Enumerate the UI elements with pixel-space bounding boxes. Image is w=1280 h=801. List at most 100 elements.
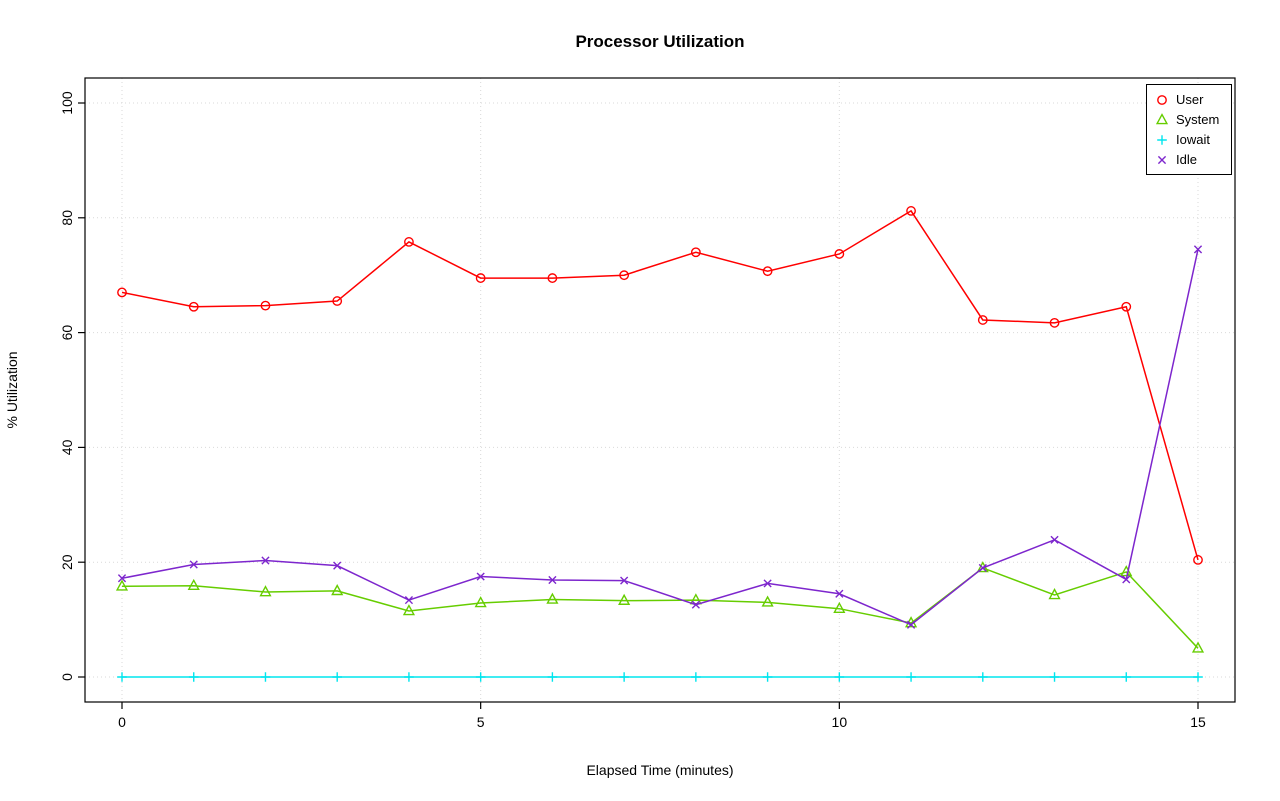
series-user bbox=[117, 206, 1203, 565]
marker-circle-icon bbox=[188, 301, 199, 312]
legend-marker-x-icon bbox=[1157, 155, 1167, 164]
marker-triangle-icon bbox=[402, 604, 416, 616]
marker-x-icon bbox=[548, 575, 557, 585]
marker-plus-icon bbox=[1121, 672, 1132, 682]
x-tick-label: 10 bbox=[832, 714, 848, 730]
marker-plus-icon bbox=[117, 672, 127, 682]
marker-x-icon bbox=[1157, 155, 1167, 164]
marker-circle-icon bbox=[906, 206, 916, 216]
marker-circle-icon bbox=[690, 247, 701, 258]
marker-circle-icon bbox=[475, 273, 486, 283]
marker-triangle-icon bbox=[546, 592, 559, 604]
marker-circle-icon bbox=[332, 296, 343, 306]
marker-x-icon bbox=[763, 579, 772, 588]
marker-x-icon bbox=[1122, 575, 1131, 584]
marker-plus-icon bbox=[475, 672, 486, 682]
marker-triangle-icon bbox=[689, 593, 702, 605]
marker-triangle-icon bbox=[1191, 641, 1205, 653]
series-iowait bbox=[117, 672, 1203, 682]
marker-x-icon bbox=[404, 595, 414, 605]
marker-x-icon bbox=[476, 572, 485, 581]
legend-marker-circle-icon bbox=[1157, 94, 1167, 105]
x-axis-label: Elapsed Time (minutes) bbox=[586, 762, 734, 778]
y-axis-label: % Utilization bbox=[4, 351, 20, 429]
legend-item-user: User bbox=[1154, 90, 1219, 109]
marker-plus-icon bbox=[404, 672, 414, 682]
x-tick-label: 15 bbox=[1190, 714, 1206, 730]
y-tick-label: 20 bbox=[59, 554, 75, 570]
marker-circle-icon bbox=[1193, 555, 1203, 565]
marker-circle-icon bbox=[619, 270, 630, 281]
chart-title: Processor Utilization bbox=[575, 32, 745, 51]
marker-circle-icon bbox=[404, 237, 414, 247]
series-system bbox=[115, 561, 1205, 653]
y-tick-label: 0 bbox=[59, 673, 75, 681]
marker-triangle-icon bbox=[115, 579, 129, 591]
y-tick-label: 100 bbox=[59, 91, 75, 115]
legend-item-iowait: Iowait bbox=[1154, 130, 1219, 149]
marker-triangle-icon bbox=[331, 584, 344, 596]
marker-circle-icon bbox=[117, 287, 127, 298]
marker-circle-icon bbox=[547, 273, 558, 283]
marker-x-icon bbox=[333, 561, 342, 570]
marker-x-icon bbox=[906, 620, 916, 629]
y-tick-label: 60 bbox=[59, 325, 75, 341]
marker-x-icon bbox=[261, 556, 270, 565]
marker-triangle-icon bbox=[1048, 588, 1061, 600]
marker-plus-icon bbox=[834, 672, 845, 682]
y-tick-label: 80 bbox=[59, 210, 75, 226]
legend-item-system: System bbox=[1154, 110, 1219, 129]
marker-x-icon bbox=[620, 576, 629, 585]
plot-border bbox=[84, 77, 1236, 703]
marker-plus-icon bbox=[762, 672, 773, 682]
series-line bbox=[121, 249, 1199, 626]
marker-x-icon bbox=[835, 589, 844, 598]
marker-plus-icon bbox=[547, 672, 558, 682]
marker-x-icon bbox=[978, 563, 987, 573]
legend-label: User bbox=[1176, 92, 1204, 107]
series-line bbox=[121, 567, 1199, 649]
legend-label: Iowait bbox=[1176, 132, 1210, 147]
marker-circle-icon bbox=[1157, 94, 1167, 105]
marker-circle-icon bbox=[260, 300, 271, 311]
marker-triangle-icon bbox=[833, 601, 846, 613]
marker-triangle-icon bbox=[474, 596, 487, 608]
legend-marker-plus-icon bbox=[1157, 134, 1167, 145]
legend-item-idle: Idle bbox=[1154, 150, 1219, 169]
y-tick-label: 40 bbox=[59, 439, 75, 455]
marker-circle-icon bbox=[762, 266, 773, 277]
marker-plus-icon bbox=[1193, 672, 1203, 682]
marker-plus-icon bbox=[1157, 134, 1167, 145]
marker-triangle-icon bbox=[761, 595, 774, 607]
marker-circle-icon bbox=[977, 315, 988, 325]
marker-circle-icon bbox=[1049, 317, 1060, 328]
marker-plus-icon bbox=[619, 672, 629, 682]
x-tick-label: 5 bbox=[477, 714, 485, 730]
marker-plus-icon bbox=[691, 672, 701, 682]
series-idle bbox=[117, 245, 1203, 629]
marker-circle-icon bbox=[834, 249, 845, 259]
marker-x-icon bbox=[1193, 245, 1203, 254]
marker-plus-icon bbox=[906, 672, 916, 682]
marker-plus-icon bbox=[978, 672, 988, 682]
legend-marker-triangle-icon bbox=[1155, 112, 1169, 124]
series-line bbox=[121, 209, 1199, 561]
marker-circle-icon bbox=[1121, 301, 1132, 312]
marker-plus-icon bbox=[188, 672, 199, 682]
marker-plus-icon bbox=[332, 672, 342, 682]
x-tick-label: 0 bbox=[118, 714, 126, 730]
marker-triangle-icon bbox=[618, 593, 631, 605]
marker-triangle-icon bbox=[1120, 565, 1133, 577]
marker-triangle-icon bbox=[1155, 112, 1169, 124]
legend-label: Idle bbox=[1176, 152, 1197, 167]
marker-triangle-icon bbox=[259, 585, 272, 597]
marker-x-icon bbox=[1050, 535, 1059, 544]
marker-triangle-icon bbox=[187, 578, 200, 591]
marker-plus-icon bbox=[260, 672, 271, 682]
marker-x-icon bbox=[189, 560, 198, 569]
marker-plus-icon bbox=[1049, 672, 1060, 682]
legend-label: System bbox=[1176, 112, 1220, 127]
marker-x-icon bbox=[691, 600, 700, 609]
